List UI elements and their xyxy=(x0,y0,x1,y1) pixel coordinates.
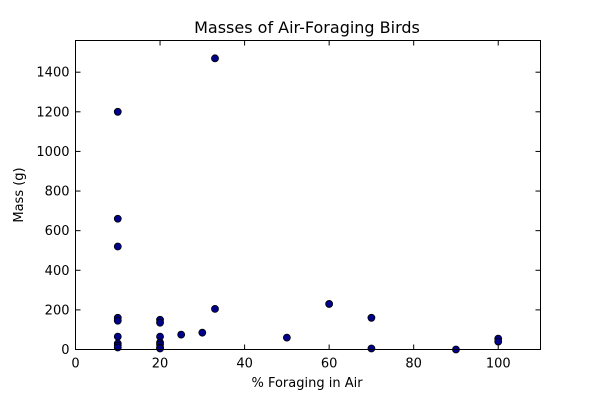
y-tick-label: 200 xyxy=(45,303,70,318)
data-point xyxy=(211,304,219,313)
y-tick-label: 0 xyxy=(61,343,69,358)
y-tick-label: 400 xyxy=(45,264,70,279)
plot-frame xyxy=(75,40,541,350)
x-tick-label: 60 xyxy=(321,357,338,372)
y-axis-label: Mass (g) xyxy=(12,167,27,222)
data-point xyxy=(113,107,122,116)
x-axis-label: % Foraging in Air xyxy=(251,376,363,391)
data-point xyxy=(367,344,376,353)
data-point xyxy=(211,54,219,63)
y-tick-label: 600 xyxy=(45,224,70,239)
data-point xyxy=(113,242,122,251)
y-axis-ticks: 0 200 400 600 800 1000 1200 1400 xyxy=(36,66,541,358)
x-tick-label: 80 xyxy=(405,357,422,372)
x-tick-label: 20 xyxy=(152,357,169,372)
data-point xyxy=(156,318,164,327)
data-point xyxy=(198,328,207,337)
y-tick-label: 800 xyxy=(45,185,70,200)
data-point xyxy=(494,337,503,346)
data-point xyxy=(113,332,122,341)
data-points xyxy=(113,54,503,354)
data-point xyxy=(367,313,376,322)
y-tick-label: 1200 xyxy=(36,105,69,120)
data-point xyxy=(113,316,122,325)
x-tick-label: 100 xyxy=(486,357,511,372)
y-tick-label: 1400 xyxy=(36,66,69,81)
data-point xyxy=(156,344,164,353)
x-axis-ticks: 0 20 40 60 80 100 xyxy=(71,40,511,372)
chart-title: Masses of Air-Foraging Birds xyxy=(194,18,420,37)
x-tick-label: 0 xyxy=(71,357,79,372)
data-point xyxy=(282,333,291,342)
x-tick-label: 40 xyxy=(236,357,253,372)
data-point xyxy=(113,214,122,223)
y-tick-label: 1000 xyxy=(36,145,69,160)
data-point xyxy=(325,300,334,308)
data-point xyxy=(177,330,186,339)
